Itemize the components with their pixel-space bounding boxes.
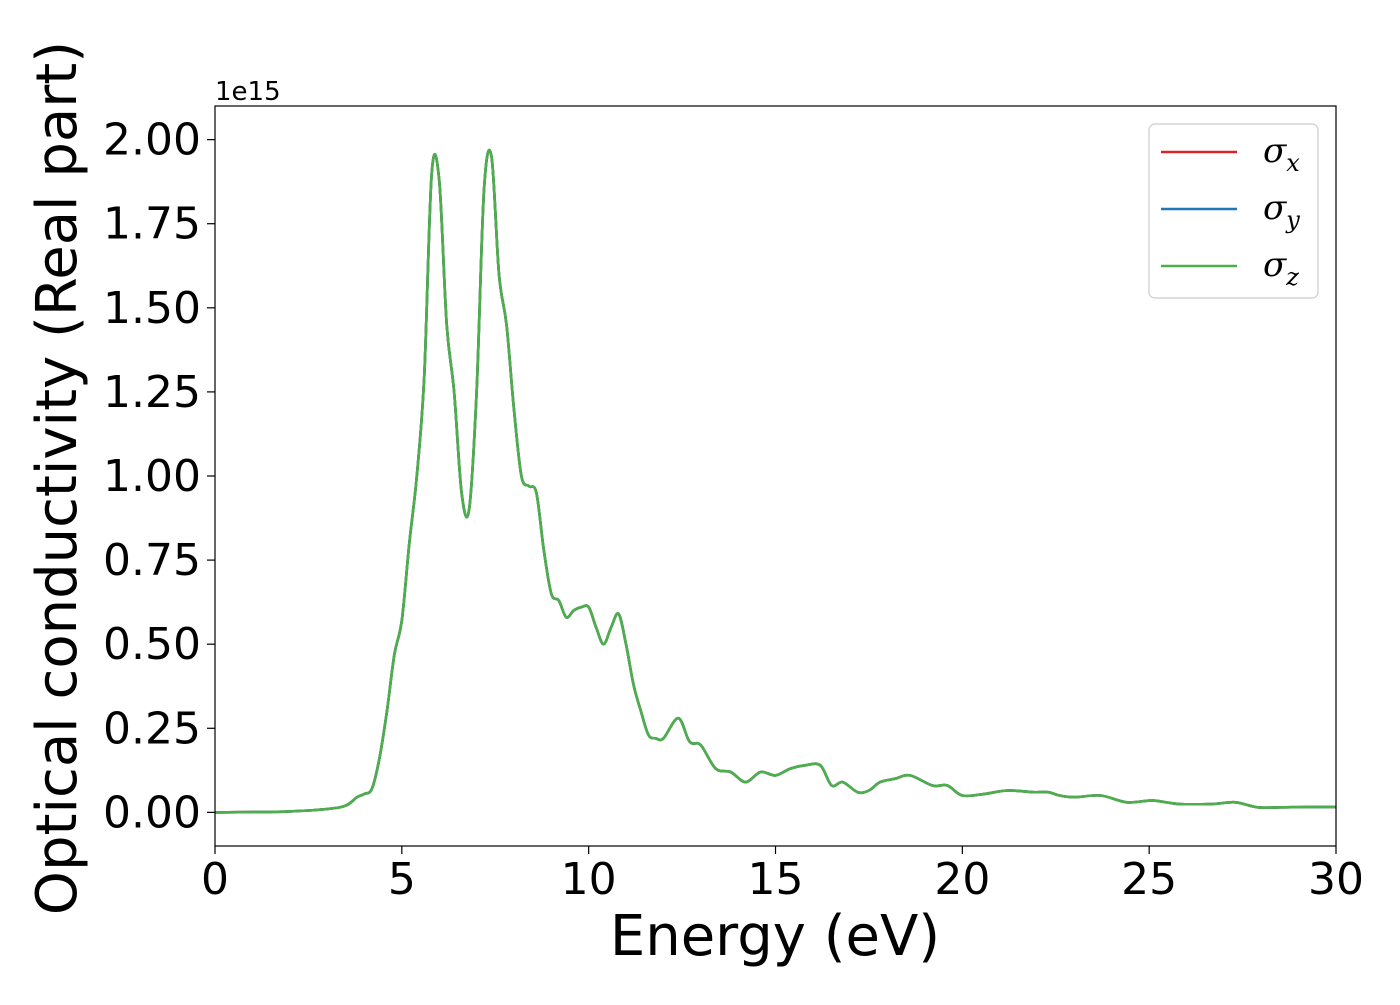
x-tick-label: 10 <box>561 854 617 905</box>
y-tick-label: 0.75 <box>103 535 201 586</box>
x-tick-label: 0 <box>201 854 229 905</box>
x-axis-ticks: 0 5 10 15 20 25 30 <box>201 846 1364 905</box>
x-axis-label: Energy (eV) <box>610 904 940 969</box>
x-tick-label: 20 <box>934 854 990 905</box>
y-tick-label: 1.50 <box>103 283 201 334</box>
y-axis-ticks: 0.00 0.25 0.50 0.75 1.00 1.25 1.50 1.75 2.00 <box>103 115 215 838</box>
y-tick-label: 1.00 <box>103 451 201 502</box>
y-axis-label: Optical conductivity (Real part) <box>25 41 90 915</box>
y-tick-label: 1.25 <box>103 367 201 418</box>
series-line-3 <box>214 148 1337 814</box>
y-tick-label: 0.25 <box>103 703 201 754</box>
legend-box <box>1148 123 1319 299</box>
x-tick-label: 25 <box>1121 854 1177 905</box>
y-tick-label: 0.00 <box>103 787 201 838</box>
x-tick-label: 15 <box>748 854 804 905</box>
y-offset-label: 1e15 <box>215 77 281 107</box>
y-tick-label: 2.00 <box>103 115 201 166</box>
x-tick-label: 30 <box>1308 854 1364 905</box>
y-tick-label: 0.50 <box>103 619 201 670</box>
x-tick-label: 5 <box>388 854 416 905</box>
y-tick-label: 1.75 <box>103 199 201 250</box>
plot-lines <box>214 148 1337 814</box>
